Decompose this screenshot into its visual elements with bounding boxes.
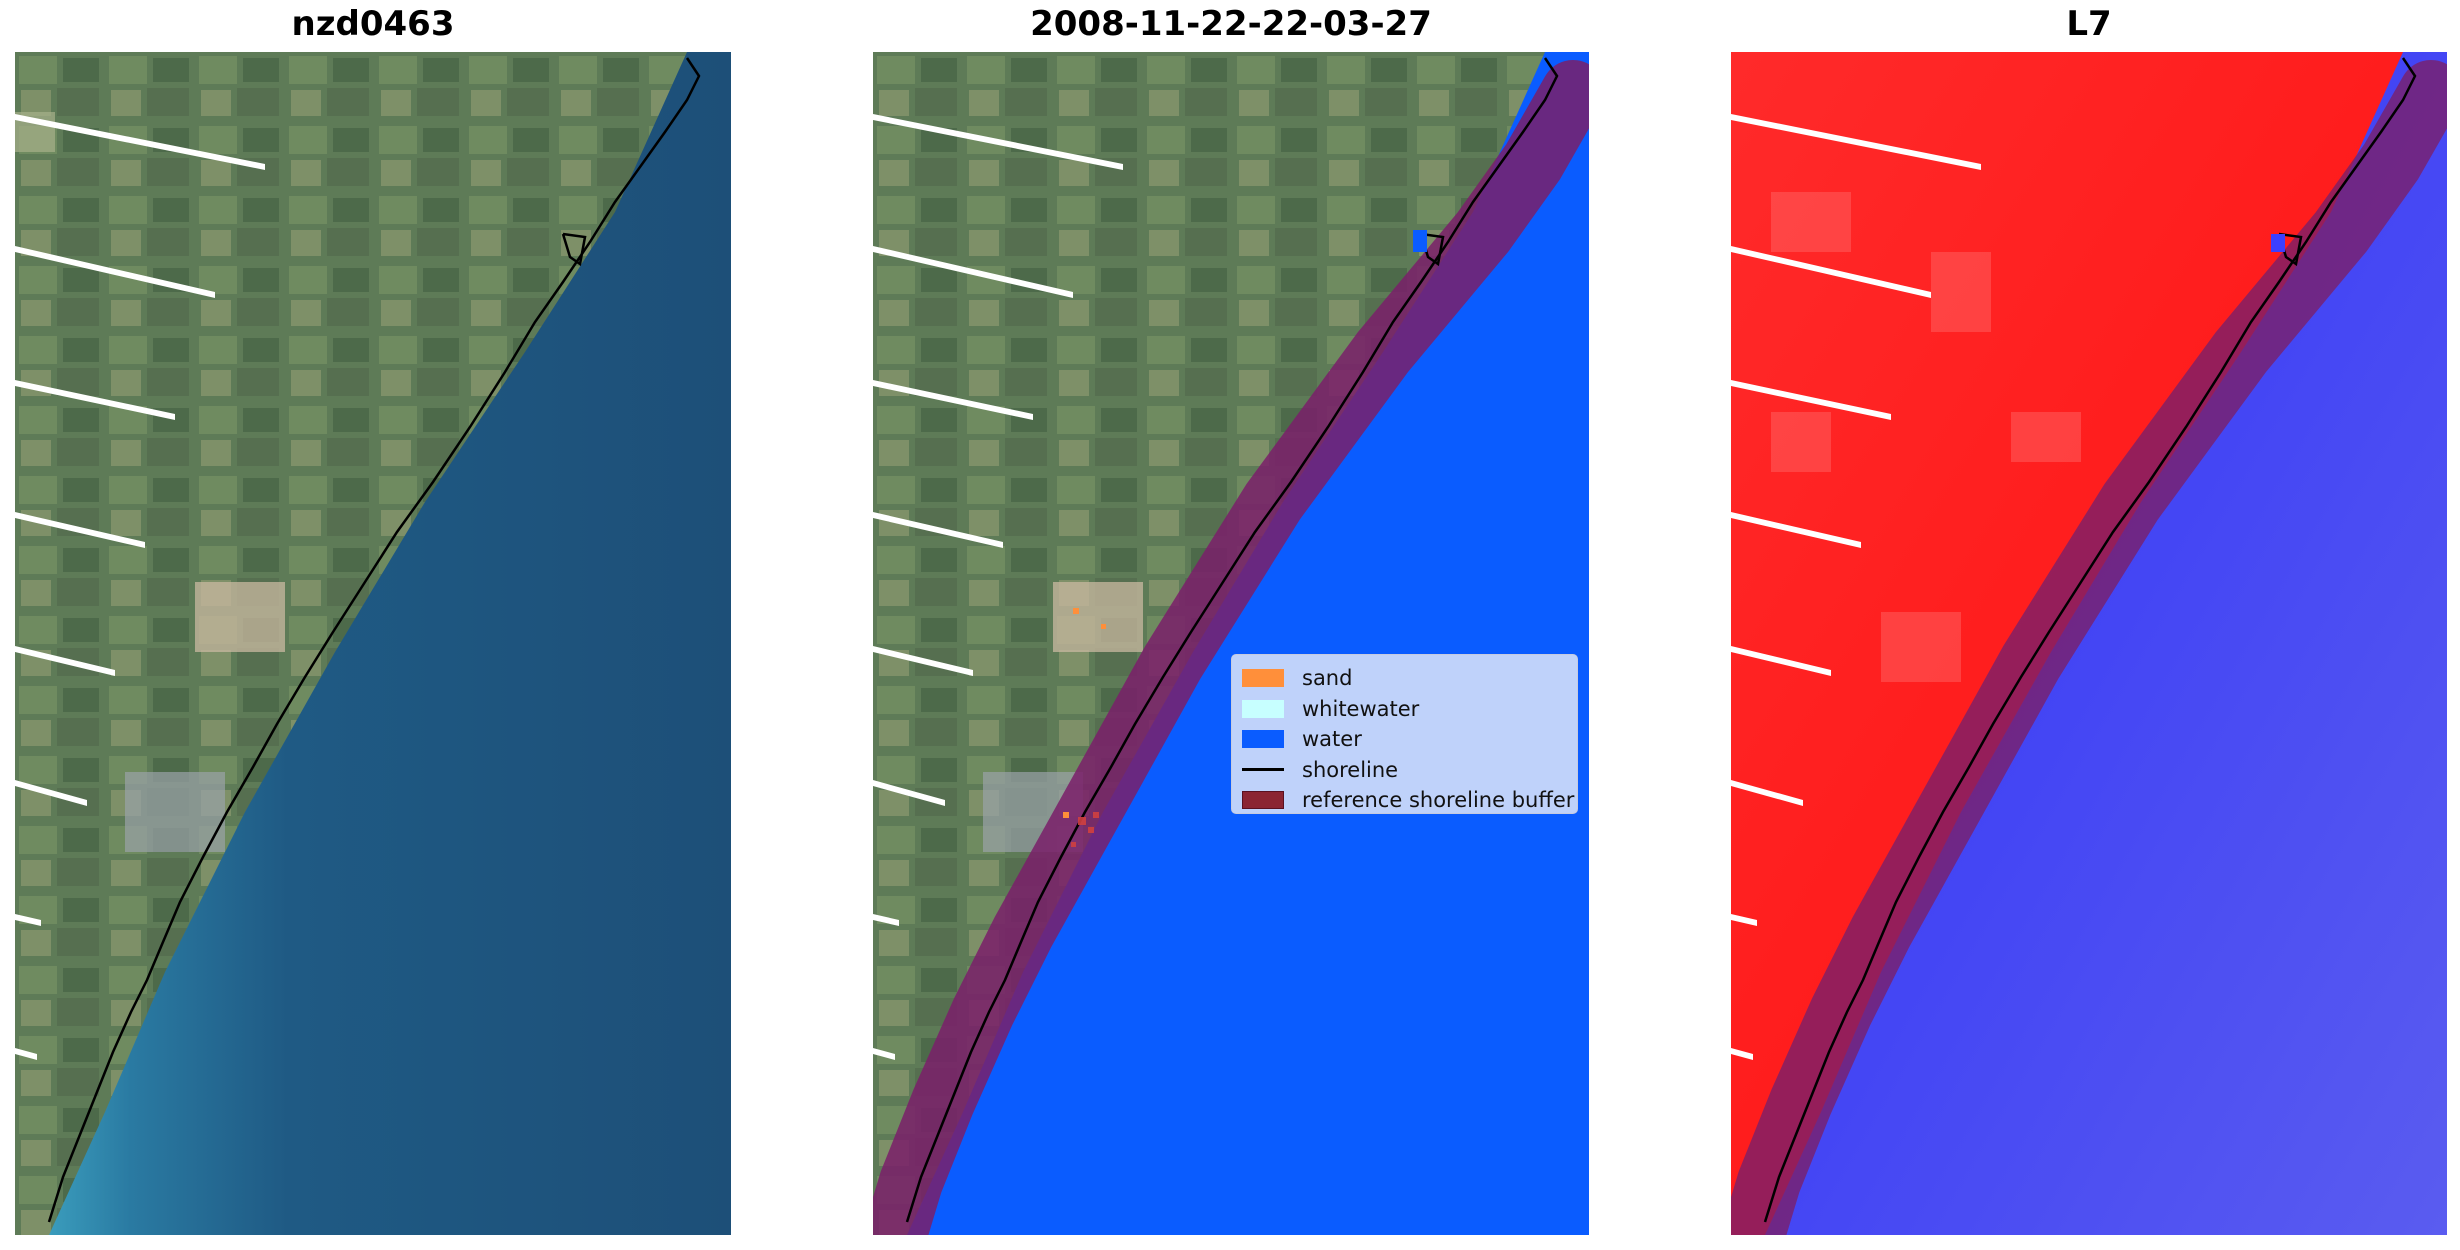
legend-item-buffer: reference shoreline buffer (1242, 785, 1574, 816)
index-image (1731, 52, 2447, 1235)
legend-swatch-whitewater (1242, 699, 1284, 718)
panel-title-classified: 2008-11-22-22-03-27 (1030, 4, 1432, 44)
panel-title-rgb: nzd0463 (291, 4, 455, 44)
legend-item-shoreline: shoreline (1242, 755, 1567, 786)
legend-item-sand: sand (1242, 663, 1567, 694)
legend-label-water: water (1302, 727, 1362, 752)
legend-item-water: water (1242, 724, 1567, 755)
scanline-gaps (15, 114, 265, 1060)
scanline-gaps (1731, 114, 1981, 1060)
legend-swatch-buffer (1242, 791, 1284, 810)
legend-label-sand: sand (1302, 666, 1353, 691)
classified-image-canvas (873, 52, 1589, 1235)
classification-legend: sand whitewater water shoreline referenc… (1231, 654, 1578, 814)
sand-class-pixels (1063, 608, 1106, 818)
legend-line-shoreline (1242, 768, 1284, 772)
panel-title-index: L7 (2066, 4, 2112, 44)
index-image-canvas (1731, 52, 2447, 1235)
legend-label-whitewater: whitewater (1302, 696, 1420, 721)
shoreline-line (1763, 57, 2417, 1223)
classified-image (873, 52, 1589, 1235)
legend-label-shoreline: shoreline (1302, 757, 1399, 782)
shoreline-line (47, 57, 701, 1223)
rgb-image-canvas (15, 52, 731, 1235)
shoreline-line (905, 57, 1559, 1223)
scanline-gaps (873, 114, 1123, 1060)
rgb-satellite-image (15, 52, 731, 1235)
legend-swatch-water (1242, 730, 1284, 749)
legend-swatch-sand (1242, 669, 1284, 688)
legend-label-buffer: reference shoreline buffer (1302, 788, 1575, 813)
legend-item-whitewater: whitewater (1242, 694, 1567, 725)
